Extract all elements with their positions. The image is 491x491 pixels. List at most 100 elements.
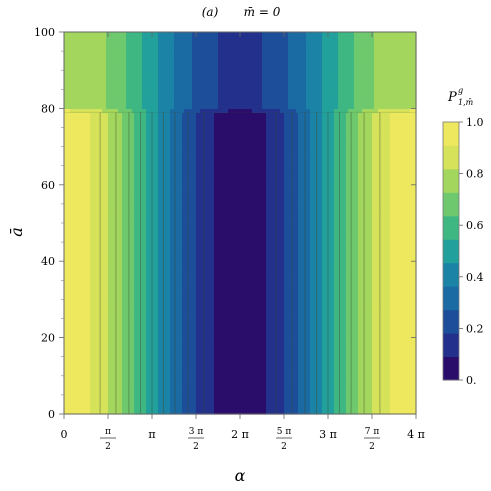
heat-cell <box>380 385 383 391</box>
heat-cell <box>150 409 153 415</box>
heat-cell <box>160 373 163 379</box>
heat-cell <box>78 377 81 383</box>
heat-cell <box>124 397 127 403</box>
heat-cell <box>244 405 247 411</box>
heat-cell <box>238 409 241 415</box>
heat-cell <box>170 401 173 407</box>
heat-cell <box>390 393 393 399</box>
heat-cell <box>412 397 415 403</box>
heat-cell <box>340 409 343 415</box>
heat-cell <box>76 385 79 391</box>
heat-cell <box>398 393 401 399</box>
heat-cell <box>380 381 383 387</box>
heat-cell <box>178 377 181 383</box>
heat-cell <box>258 377 261 383</box>
heat-cell <box>342 385 345 391</box>
heat-cell <box>386 389 389 395</box>
heat-cell <box>88 381 91 387</box>
heat-cell <box>258 405 261 411</box>
heat-cell <box>262 381 265 387</box>
heat-cell <box>414 389 417 395</box>
heat-cell <box>332 389 335 395</box>
heat-cell <box>118 389 121 395</box>
heat-cell <box>160 397 163 403</box>
heat-cell <box>94 405 97 411</box>
heat-cell <box>316 381 319 387</box>
heat-cell <box>104 409 107 415</box>
heat-cell <box>108 409 111 415</box>
heat-cell <box>166 401 169 407</box>
heat-cell <box>322 393 325 399</box>
heat-cell <box>316 401 319 407</box>
heat-cell <box>346 405 349 411</box>
heat-cell <box>274 405 277 411</box>
heat-cell <box>292 373 295 379</box>
heat-cell <box>102 385 105 391</box>
heat-cell <box>168 377 171 383</box>
heat-cell <box>246 401 249 407</box>
heat-cell <box>214 385 217 391</box>
heat-cell <box>200 381 203 387</box>
heat-cell <box>132 381 135 387</box>
heat-cell <box>134 409 137 415</box>
heat-cell <box>256 381 259 387</box>
heat-cell <box>98 397 101 403</box>
heat-cell <box>100 401 103 407</box>
heat-cell <box>356 389 359 395</box>
heat-cell <box>342 397 345 403</box>
heat-cell <box>312 393 315 399</box>
heat-cell <box>208 377 211 383</box>
heat-cell <box>372 377 375 383</box>
heat-cell <box>206 381 209 387</box>
heat-cell <box>212 393 215 399</box>
heat-cell <box>388 409 391 415</box>
heat-cell <box>200 373 203 379</box>
heat-cell <box>106 377 109 383</box>
heat-cell <box>392 381 395 387</box>
heat-cell <box>280 373 283 379</box>
heat-cell <box>308 389 311 395</box>
heat-cell <box>204 409 207 415</box>
heat-cell <box>226 381 229 387</box>
heat-cell <box>200 393 203 399</box>
heat-cell <box>262 377 265 383</box>
heat-cell <box>384 373 387 379</box>
heat-cell <box>124 389 127 395</box>
heat-cell <box>198 373 201 379</box>
heat-cell <box>322 409 325 415</box>
heat-cell <box>70 405 73 411</box>
heat-cell <box>116 389 119 395</box>
heat-cell <box>112 389 115 395</box>
heat-cell <box>210 405 213 411</box>
heat-cell <box>106 405 109 411</box>
heat-cell <box>358 373 361 379</box>
heat-cell <box>220 405 223 411</box>
heat-cell <box>246 397 249 403</box>
heat-cell <box>112 393 115 399</box>
heat-cell <box>302 389 305 395</box>
heat-cell <box>164 393 167 399</box>
heat-cell <box>366 397 369 403</box>
heat-cell <box>242 405 245 411</box>
heat-cell <box>172 393 175 399</box>
heat-cell <box>252 373 255 379</box>
heat-cell <box>268 401 271 407</box>
heat-cell <box>148 373 151 379</box>
heat-cell <box>254 377 257 383</box>
heat-cell <box>346 409 349 415</box>
heat-cell <box>352 401 355 407</box>
heat-cell <box>272 397 275 403</box>
heat-cell <box>408 397 411 403</box>
heat-cell <box>70 369 73 375</box>
heat-cell <box>186 377 189 383</box>
heat-cell <box>248 401 251 407</box>
heat-cell <box>404 377 407 383</box>
heat-cell <box>152 377 155 383</box>
heat-cell <box>182 409 185 415</box>
heat-cell <box>64 373 67 379</box>
heat-cell <box>414 381 417 387</box>
heat-cell <box>238 397 241 403</box>
heat-cell <box>74 377 77 383</box>
heat-cell <box>212 409 215 415</box>
heat-cell <box>74 385 77 391</box>
